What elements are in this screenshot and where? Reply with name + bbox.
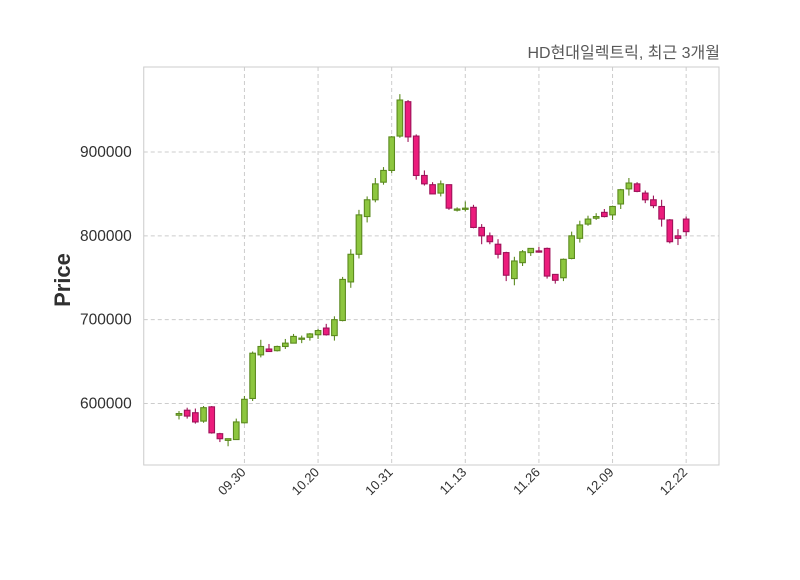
svg-text:11.13: 11.13	[436, 465, 469, 498]
svg-text:10.20: 10.20	[289, 465, 323, 499]
svg-text:HD현대일렉트릭, 최근 3개월: HD현대일렉트릭, 최근 3개월	[527, 44, 720, 62]
svg-text:12.09: 12.09	[583, 465, 617, 499]
svg-text:Price: Price	[50, 253, 75, 307]
svg-text:12.22: 12.22	[657, 465, 691, 499]
svg-text:700000: 700000	[80, 312, 132, 329]
svg-text:10.31: 10.31	[362, 465, 396, 499]
svg-text:600000: 600000	[80, 396, 132, 413]
svg-text:800000: 800000	[80, 228, 132, 245]
svg-text:11.26: 11.26	[510, 465, 543, 498]
svg-text:900000: 900000	[80, 144, 132, 161]
svg-text:09.30: 09.30	[215, 465, 249, 499]
